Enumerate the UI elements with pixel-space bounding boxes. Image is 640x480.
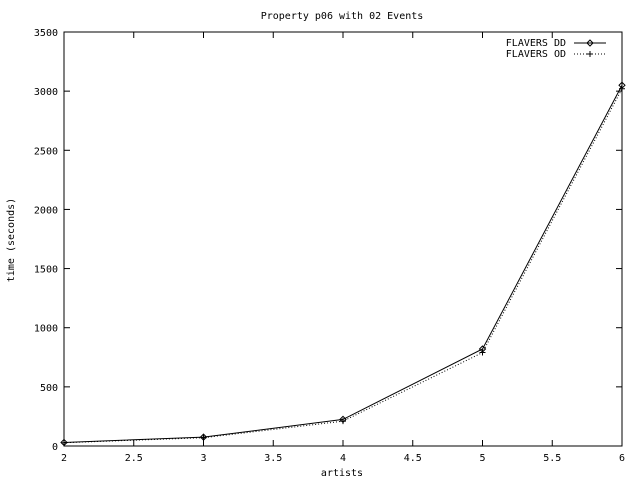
y-tick-label: 2500: [34, 146, 58, 157]
y-tick-label: 500: [40, 383, 58, 394]
y-tick-label: 3000: [34, 87, 58, 98]
x-tick-label: 4: [340, 453, 346, 464]
x-tick-label: 2.5: [125, 453, 143, 464]
series-line: [63, 88, 623, 444]
legend-marker: [587, 51, 593, 57]
x-tick-label: 2: [61, 453, 67, 464]
y-tick-label: 0: [52, 442, 58, 453]
x-tick-label: 5.5: [543, 453, 561, 464]
y-axis: 0 500 1000 1500 2000 2500 3000 3500: [34, 28, 622, 453]
series-layer: [60, 81, 626, 447]
legend-marker: [586, 39, 594, 47]
x-axis-label: artists: [321, 468, 363, 479]
legend-label: FLAVERS OD: [506, 49, 566, 60]
series-1: [60, 81, 626, 447]
data-point: [479, 349, 486, 356]
chart-title: Property p06 with 02 Events: [261, 11, 424, 22]
y-tick-label: 1000: [34, 324, 58, 335]
legend-label: FLAVERS DD: [506, 38, 566, 49]
x-tick-label: 3: [200, 453, 206, 464]
x-tick-label: 6: [619, 453, 625, 464]
x-axis: 2 2.5 3 3.5 4 4.5 5 5.5 6: [61, 32, 625, 464]
x-tick-label: 5: [479, 453, 485, 464]
plot-frame: [63, 31, 623, 447]
data-point: [200, 434, 207, 441]
data-point: [619, 85, 625, 92]
x-tick-label: 3.5: [264, 453, 282, 464]
y-axis-label: time (seconds): [6, 198, 17, 282]
series-2: [61, 85, 625, 446]
y-tick-label: 3500: [34, 28, 58, 39]
data-point: [61, 439, 67, 446]
data-point: [340, 418, 346, 425]
y-tick-label: 1500: [34, 265, 58, 276]
x-tick-label: 4.5: [404, 453, 422, 464]
y-tick-label: 2000: [34, 205, 58, 216]
series-line: [63, 84, 623, 443]
